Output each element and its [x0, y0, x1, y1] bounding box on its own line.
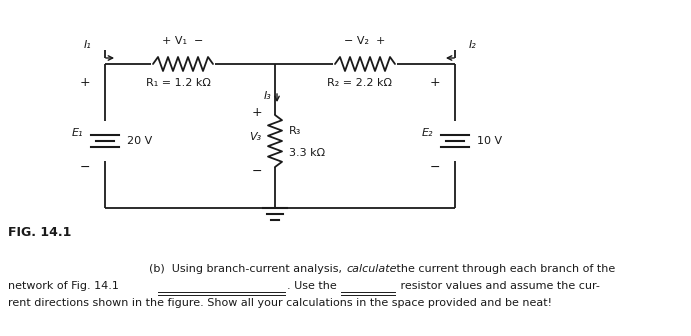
Text: +: +	[430, 76, 440, 88]
Text: −: −	[252, 165, 263, 177]
Text: resistor values and assume the cur-: resistor values and assume the cur-	[397, 281, 600, 291]
Text: + V₁  −: + V₁ −	[162, 36, 204, 46]
Text: R₁ = 1.2 kΩ: R₁ = 1.2 kΩ	[146, 78, 211, 88]
Text: (b)  Using branch-current analysis,: (b) Using branch-current analysis,	[149, 264, 346, 274]
Text: 10 V: 10 V	[477, 136, 502, 146]
Text: +: +	[252, 107, 263, 120]
Text: calculate: calculate	[346, 264, 397, 274]
Text: the current through each branch of the: the current through each branch of the	[393, 264, 615, 274]
Text: I₂: I₂	[469, 40, 477, 50]
Text: E₁: E₁	[71, 128, 83, 138]
Text: R₂ = 2.2 kΩ: R₂ = 2.2 kΩ	[328, 78, 392, 88]
Text: network of Fig. 14.1: network of Fig. 14.1	[8, 281, 122, 291]
Text: −: −	[430, 161, 440, 173]
Text: R₃: R₃	[289, 126, 301, 136]
Text: 3.3 kΩ: 3.3 kΩ	[289, 148, 325, 158]
Text: E₂: E₂	[422, 128, 433, 138]
Text: +: +	[79, 76, 91, 88]
Text: V₃: V₃	[249, 132, 261, 142]
Text: I₁: I₁	[83, 40, 91, 50]
Text: −: −	[79, 161, 91, 173]
Text: rent directions shown in the figure. Show all your calculations in the space pro: rent directions shown in the figure. Sho…	[8, 298, 552, 308]
Text: 20 V: 20 V	[127, 136, 152, 146]
Text: I₃: I₃	[263, 91, 271, 101]
Text: − V₂  +: − V₂ +	[344, 36, 386, 46]
Text: FIG. 14.1: FIG. 14.1	[8, 226, 71, 240]
Text: . Use the: . Use the	[287, 281, 340, 291]
